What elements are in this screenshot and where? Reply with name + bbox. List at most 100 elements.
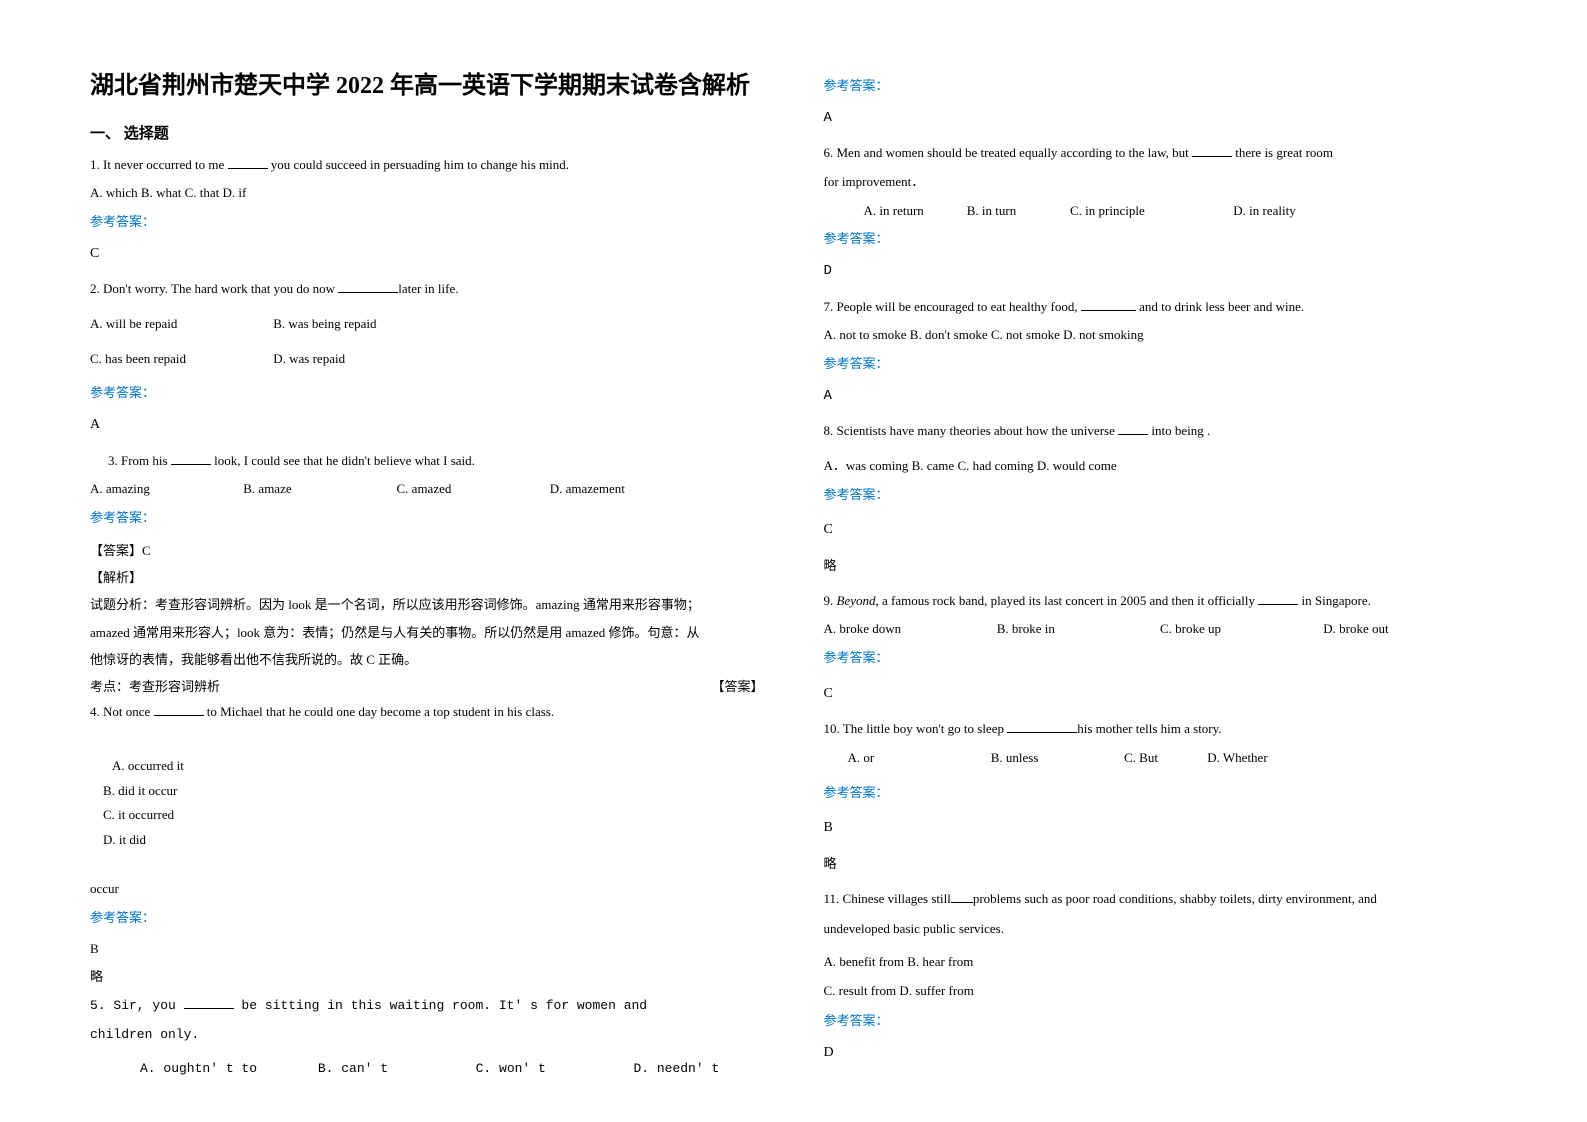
- q5-text2: children only.: [90, 1023, 764, 1048]
- q1-stem: 1. It never occurred to me you could suc…: [90, 153, 764, 178]
- q5-optD: D. needn' t: [633, 1057, 719, 1082]
- blank: [1081, 298, 1136, 311]
- blank: [1192, 144, 1232, 157]
- q5-optA: A. oughtn' t to: [140, 1057, 310, 1082]
- q11-optsA: A. benefit from B. hear from: [824, 948, 1498, 977]
- q3-tail: look, I could see that he didn't believe…: [211, 453, 475, 468]
- q2-optD: D. was repaid: [273, 347, 345, 372]
- q11-optsB: C. result from D. suffer from: [824, 977, 1498, 1006]
- q9-tail: in Singapore.: [1298, 593, 1371, 608]
- q8-text: 8. Scientists have many theories about h…: [824, 423, 1119, 438]
- q9-italic: Beyond: [837, 593, 876, 608]
- answer-label: 参考答案：: [824, 352, 1498, 377]
- q9-stem: 9. Beyond, a famous rock band, played it…: [824, 589, 1498, 614]
- q10-options: A. or B. unless C. But D. Whether: [824, 746, 1498, 771]
- blank: [228, 156, 268, 169]
- q4-tail: to Michael that he could one day become …: [204, 704, 555, 719]
- q2-stem: 2. Don't worry. The hard work that you d…: [90, 277, 764, 302]
- q11-tail: problems such as poor road conditions, s…: [973, 891, 1377, 906]
- q5-stem: 5. Sir, you be sitting in this waiting r…: [90, 994, 764, 1019]
- q4-stem: 4. Not once to Michael that he could one…: [90, 700, 764, 725]
- q5-optC: C. won' t: [476, 1057, 626, 1082]
- blank: [154, 703, 204, 716]
- q3-optD: D. amazement: [550, 477, 625, 502]
- q3-options: A. amazing B. amaze C. amazed D. amazeme…: [90, 477, 764, 502]
- q4-optB: B. did it occur: [103, 779, 283, 804]
- q5-options: A. oughtn' t to B. can' t C. won' t D. n…: [90, 1057, 764, 1082]
- right-column: 参考答案： A 6. Men and women should be treat…: [824, 70, 1498, 1052]
- explain-point: 考点：考查形容词辨析 【答案】: [90, 673, 764, 700]
- q11-answer: D: [824, 1040, 1498, 1067]
- blank: [1118, 422, 1148, 435]
- q2-optA: A. will be repaid: [90, 312, 270, 337]
- q2-options-1: A. will be repaid B. was being repaid: [90, 312, 764, 337]
- answer-label: 参考答案：: [90, 906, 764, 931]
- page-title: 湖北省荆州市楚天中学 2022 年高一英语下学期期末试卷含解析: [90, 70, 764, 104]
- q9-optB: B. broke in: [997, 617, 1157, 642]
- q3-ex1: 试题分析：考查形容词辨析。因为 look 是一个名词，所以应该用形容词修饰。am…: [90, 591, 764, 618]
- explain-detail-label: 【解析】: [90, 564, 764, 591]
- q8-略: 略: [824, 554, 1498, 579]
- q6-text: 6. Men and women should be treated equal…: [824, 145, 1192, 160]
- answer-label: 参考答案：: [824, 781, 1498, 806]
- explain-footer: 【答案】: [711, 673, 763, 700]
- q4-optD: D. it did: [103, 828, 146, 853]
- q1-answer: C: [90, 241, 764, 268]
- q1-text: 1. It never occurred to me: [90, 157, 228, 172]
- section-header: 一、 选择题: [90, 122, 764, 143]
- q3-optC: C. amazed: [397, 477, 547, 502]
- q10-略: 略: [824, 852, 1498, 877]
- q9-optA: A. broke down: [824, 617, 994, 642]
- q6-optD: D. in reality: [1233, 199, 1295, 224]
- q3-optA: A. amazing: [90, 477, 240, 502]
- q7-answer: A: [824, 383, 1498, 410]
- q2-optC: C. has been repaid: [90, 347, 270, 372]
- q2-optB: B. was being repaid: [273, 312, 376, 337]
- q6-options: A. in return B. in turn C. in principle …: [824, 199, 1498, 224]
- answer-label: 参考答案：: [90, 506, 764, 531]
- q9-answer: C: [824, 681, 1498, 708]
- q9-text1: 9.: [824, 593, 837, 608]
- q10-answer: B: [824, 815, 1498, 842]
- q5-answer: A: [824, 105, 1498, 132]
- q1-options: A. which B. what C. that D. if: [90, 181, 764, 206]
- q6-text2: for improvement．: [824, 170, 1498, 195]
- q6-tail: there is great room: [1232, 145, 1333, 160]
- q10-optD: D. Whether: [1207, 746, 1267, 771]
- blank: [1258, 592, 1298, 605]
- q11-text: 11. Chinese villages still: [824, 891, 951, 906]
- q7-tail: and to drink less beer and wine.: [1136, 299, 1304, 314]
- q10-text: 10. The little boy won't go to sleep: [824, 721, 1008, 736]
- q3-ex2: amazed 通常用来形容人；look 意为：表情；仍然是与人有关的事物。所以仍…: [90, 619, 764, 646]
- answer-label: 参考答案：: [824, 646, 1498, 671]
- q2-text: 2. Don't worry. The hard work that you d…: [90, 281, 338, 296]
- blank: [1007, 720, 1077, 733]
- answer-label: 参考答案：: [90, 210, 764, 235]
- q3-ex3: 他惊讶的表情，我能够看出他不信我所说的。故 C 正确。: [90, 646, 764, 673]
- answer-label: 参考答案：: [824, 74, 1498, 99]
- answer-label: 参考答案：: [824, 483, 1498, 508]
- q6-stem: 6. Men and women should be treated equal…: [824, 141, 1498, 166]
- q10-stem: 10. The little boy won't go to sleep his…: [824, 717, 1498, 742]
- q8-tail: into being .: [1148, 423, 1210, 438]
- q10-optA: A. or: [848, 746, 988, 771]
- blank: [184, 996, 234, 1009]
- left-column: 湖北省荆州市楚天中学 2022 年高一英语下学期期末试卷含解析 一、 选择题 1…: [90, 70, 764, 1052]
- q4-answer: B: [90, 937, 764, 962]
- q11-stem: 11. Chinese villages still problems such …: [824, 887, 1498, 912]
- q6-optB: B. in turn: [967, 199, 1067, 224]
- q2-answer: A: [90, 412, 764, 439]
- q4-略: 略: [90, 965, 764, 990]
- point-text: 考点：考查形容词辨析: [90, 673, 220, 700]
- q3-stem: 3. From his look, I could see that he di…: [90, 449, 764, 474]
- q4-optC: C. it occurred: [103, 803, 283, 828]
- q3-text: 3. From his: [108, 453, 171, 468]
- q7-text: 7. People will be encouraged to eat heal…: [824, 299, 1081, 314]
- q11-text2: undeveloped basic public services.: [824, 915, 1498, 944]
- answer-label: 参考答案：: [824, 227, 1498, 252]
- q10-tail: his mother tells him a story.: [1077, 721, 1221, 736]
- q4-text: 4. Not once: [90, 704, 154, 719]
- answer-label: 参考答案：: [90, 381, 764, 406]
- q6-optA: A. in return: [864, 199, 964, 224]
- q9-options: A. broke down B. broke in C. broke up D.…: [824, 617, 1498, 642]
